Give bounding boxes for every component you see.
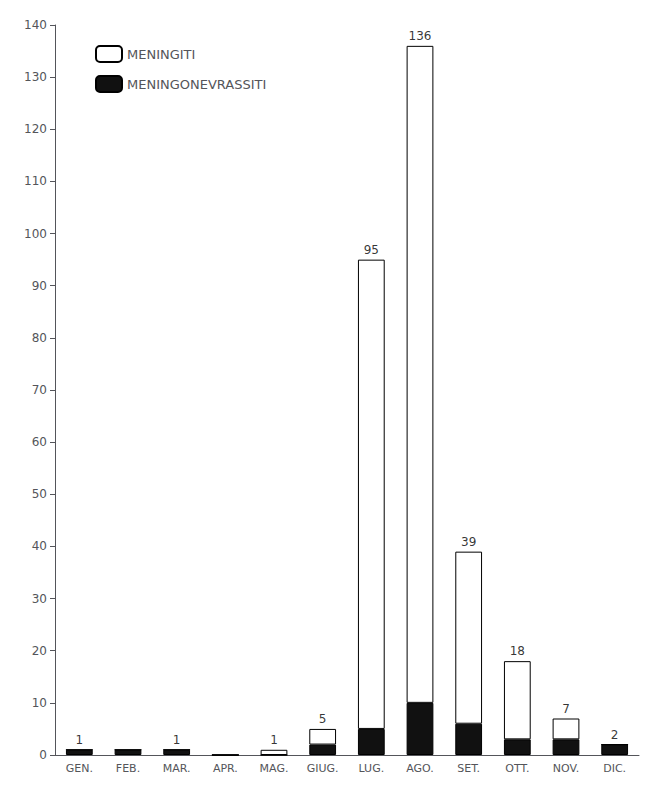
svg-text:AGO.: AGO. [406, 762, 434, 775]
svg-text:MAG.: MAG. [260, 762, 289, 775]
svg-text:40: 40 [32, 539, 47, 553]
svg-text:50: 50 [32, 487, 47, 501]
svg-text:136: 136 [409, 29, 432, 43]
svg-text:FEB.: FEB. [116, 762, 140, 775]
svg-text:95: 95 [364, 243, 379, 257]
svg-text:GEN.: GEN. [66, 762, 93, 775]
svg-text:100: 100 [24, 227, 47, 241]
svg-text:10: 10 [32, 696, 47, 710]
svg-text:20: 20 [32, 644, 47, 658]
svg-text:60: 60 [32, 435, 47, 449]
svg-text:120: 120 [24, 122, 47, 136]
svg-text:130: 130 [24, 70, 47, 84]
svg-text:110: 110 [24, 174, 47, 188]
svg-text:5: 5 [319, 712, 327, 726]
svg-text:39: 39 [461, 535, 476, 549]
svg-text:0: 0 [39, 748, 47, 762]
svg-text:SET.: SET. [457, 762, 480, 775]
svg-text:80: 80 [32, 331, 47, 345]
svg-text:140: 140 [24, 18, 47, 32]
svg-text:1: 1 [173, 733, 181, 747]
svg-text:1: 1 [270, 733, 278, 747]
svg-text:MAR.: MAR. [163, 762, 191, 775]
svg-text:2: 2 [611, 728, 619, 742]
svg-text:30: 30 [32, 592, 47, 606]
svg-text:DIC.: DIC. [603, 762, 626, 775]
svg-text:7: 7 [562, 702, 570, 716]
svg-text:1: 1 [76, 733, 84, 747]
svg-text:GIUG.: GIUG. [307, 762, 339, 775]
svg-text:MENINGITI: MENINGITI [127, 47, 195, 62]
svg-text:MENINGONEVRASSITI: MENINGONEVRASSITI [127, 77, 266, 92]
svg-text:LUG.: LUG. [359, 762, 385, 775]
svg-text:18: 18 [510, 644, 525, 658]
svg-text:APR.: APR. [213, 762, 238, 775]
svg-text:90: 90 [32, 279, 47, 293]
svg-text:OTT.: OTT. [505, 762, 529, 775]
svg-text:70: 70 [32, 383, 47, 397]
svg-text:NOV.: NOV. [553, 762, 579, 775]
